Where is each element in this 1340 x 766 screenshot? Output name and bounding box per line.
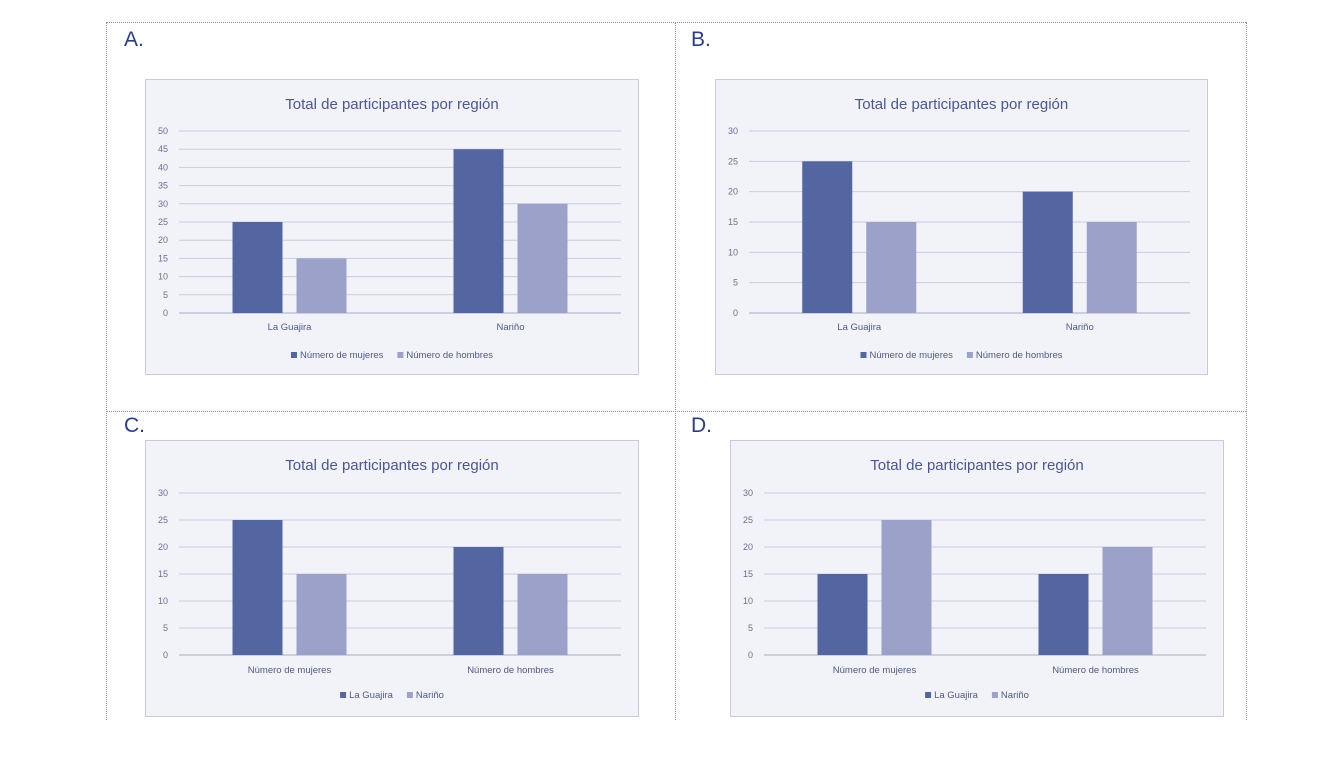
- panel-letter-c: C.: [124, 414, 145, 437]
- y-tick-label: 20: [158, 235, 168, 245]
- y-tick-label: 25: [158, 515, 168, 525]
- legend: Número de mujeres Número de hombres: [290, 350, 493, 361]
- legend-label: Nariño: [1001, 690, 1029, 701]
- chart-a: Total de participantes por región 0 5 10 15 2…: [145, 79, 639, 375]
- category-label: La Guajira: [268, 322, 313, 333]
- bar: [453, 547, 504, 655]
- bar: [1086, 222, 1137, 313]
- y-tick-label: 15: [158, 253, 168, 263]
- bar: [517, 574, 568, 655]
- y-tick-label: 15: [158, 569, 168, 579]
- legend-swatch: [966, 352, 973, 358]
- chart-d: Total de participantes por región 0 5 10 15 2…: [730, 440, 1224, 717]
- center-divider: [675, 22, 676, 720]
- left-border: [106, 22, 107, 720]
- legend-label: Número de hombres: [406, 350, 493, 361]
- bar: [517, 203, 568, 313]
- legend-label: Número de mujeres: [869, 350, 953, 361]
- legend-label: Número de hombres: [976, 350, 1063, 361]
- y-tick-label: 0: [163, 308, 168, 318]
- y-tick-label: 0: [733, 308, 738, 318]
- y-tick-label: 10: [158, 272, 168, 282]
- y-tick-label: 5: [163, 623, 168, 633]
- chart-title: Total de participantes por región: [855, 96, 1068, 113]
- y-tick-label: 35: [158, 181, 168, 191]
- bar: [1022, 191, 1073, 313]
- y-tick-label: 30: [728, 126, 738, 136]
- category-label: Número de mujeres: [833, 665, 917, 676]
- category-label: La Guajira: [837, 322, 882, 333]
- y-tick-label: 30: [158, 199, 168, 209]
- legend-label: Nariño: [416, 690, 444, 701]
- y-tick-label: 45: [158, 144, 168, 154]
- legend-label: Número de mujeres: [300, 350, 384, 361]
- panel-letter-a: A.: [124, 28, 144, 51]
- y-tick-label: 10: [728, 247, 738, 257]
- bar: [232, 520, 283, 655]
- y-tick-label: 25: [743, 515, 753, 525]
- legend-swatch: [290, 352, 297, 358]
- y-tick-label: 10: [158, 596, 168, 606]
- y-tick-label: 50: [158, 126, 168, 136]
- legend: Número de mujeres Número de hombres: [860, 350, 1063, 361]
- legend-label: La Guajira: [349, 690, 394, 701]
- chart-svg: Total de participantes por región 0 5 10 15 2…: [728, 96, 1190, 361]
- legend: La Guajira Nariño: [925, 690, 1029, 701]
- panel-letter-d: D.: [691, 414, 712, 437]
- chart-svg: Total de participantes por región 0 5 10 15 2…: [743, 457, 1206, 701]
- middle-divider: [106, 411, 1246, 412]
- legend: La Guajira Nariño: [340, 690, 444, 701]
- y-tick-label: 0: [163, 650, 168, 660]
- y-tick-label: 20: [158, 542, 168, 552]
- y-tick-label: 40: [158, 162, 168, 172]
- chart-c: Total de participantes por región 0 5 10 15 2…: [145, 440, 639, 717]
- chart-svg: Total de participantes por región 0 5 10 15 2…: [158, 457, 621, 701]
- bar: [453, 149, 504, 313]
- bar: [802, 161, 853, 313]
- y-tick-label: 30: [158, 488, 168, 498]
- legend-swatch: [860, 352, 867, 358]
- y-tick-label: 5: [163, 290, 168, 300]
- chart-title: Total de participantes por región: [285, 96, 498, 113]
- top-border: [106, 22, 1246, 23]
- bar: [232, 222, 283, 313]
- panel-letter-b: B.: [691, 28, 711, 51]
- chart-svg: Total de participantes por región 0 5 10 15 2…: [158, 96, 621, 361]
- y-tick-label: 20: [728, 187, 738, 197]
- chart-b: Total de participantes por región 0 5 10 15 2…: [715, 79, 1208, 375]
- legend-label: La Guajira: [934, 690, 979, 701]
- category-label: Nariño: [497, 322, 525, 333]
- legend-swatch: [406, 692, 413, 698]
- chart-title: Total de participantes por región: [285, 457, 498, 474]
- legend-swatch: [340, 692, 347, 698]
- y-tick-label: 5: [733, 278, 738, 288]
- bar: [817, 574, 868, 655]
- y-tick-label: 20: [743, 542, 753, 552]
- legend-swatch: [925, 692, 932, 698]
- bar: [881, 520, 932, 655]
- chart-title: Total de participantes por región: [870, 457, 1083, 474]
- legend-swatch: [397, 352, 404, 358]
- y-tick-label: 30: [743, 488, 753, 498]
- y-tick-label: 25: [728, 156, 738, 166]
- bar: [1102, 547, 1153, 655]
- category-label: Número de hombres: [467, 665, 554, 676]
- y-tick-label: 15: [743, 569, 753, 579]
- y-tick-label: 25: [158, 217, 168, 227]
- y-tick-label: 0: [748, 650, 753, 660]
- bar: [296, 574, 347, 655]
- category-label: Número de hombres: [1052, 665, 1139, 676]
- bar: [296, 258, 347, 313]
- right-border: [1246, 22, 1247, 720]
- bar: [1038, 574, 1089, 655]
- y-tick-label: 5: [748, 623, 753, 633]
- category-label: Nariño: [1066, 322, 1094, 333]
- category-label: Número de mujeres: [248, 665, 332, 676]
- y-tick-label: 15: [728, 217, 738, 227]
- y-tick-label: 10: [743, 596, 753, 606]
- bar: [866, 222, 917, 313]
- legend-swatch: [991, 692, 998, 698]
